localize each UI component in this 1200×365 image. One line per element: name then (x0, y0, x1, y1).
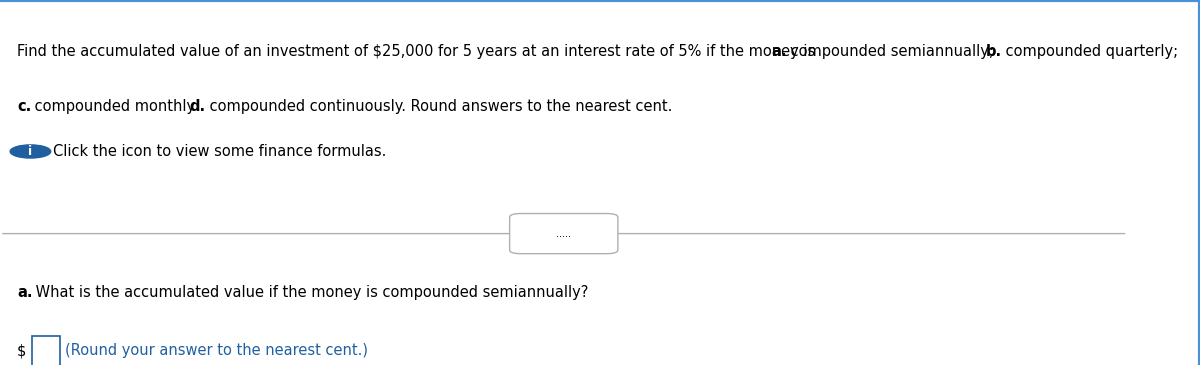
Text: b.: b. (985, 44, 1002, 59)
Text: (Round your answer to the nearest cent.): (Round your answer to the nearest cent.) (65, 343, 368, 358)
Text: $: $ (17, 343, 26, 358)
Text: compounded continuously. Round answers to the nearest cent.: compounded continuously. Round answers t… (205, 99, 672, 114)
Text: d.: d. (190, 99, 206, 114)
Text: Find the accumulated value of an investment of $25,000 for 5 years at an interes: Find the accumulated value of an investm… (17, 44, 820, 59)
FancyBboxPatch shape (510, 214, 618, 254)
Text: a.: a. (17, 285, 32, 300)
Text: .....: ..... (557, 228, 571, 239)
Text: compounded monthly: compounded monthly (30, 99, 200, 114)
Text: a.: a. (772, 44, 787, 59)
Text: c.: c. (17, 99, 31, 114)
Text: compounded semiannually;: compounded semiannually; (786, 44, 998, 59)
Text: Click the icon to view some finance formulas.: Click the icon to view some finance form… (53, 144, 386, 159)
Circle shape (10, 145, 50, 158)
Text: What is the accumulated value if the money is compounded semiannually?: What is the accumulated value if the mon… (31, 285, 589, 300)
Text: compounded quarterly;: compounded quarterly; (1001, 44, 1177, 59)
Text: i: i (29, 145, 32, 158)
FancyBboxPatch shape (31, 336, 60, 365)
